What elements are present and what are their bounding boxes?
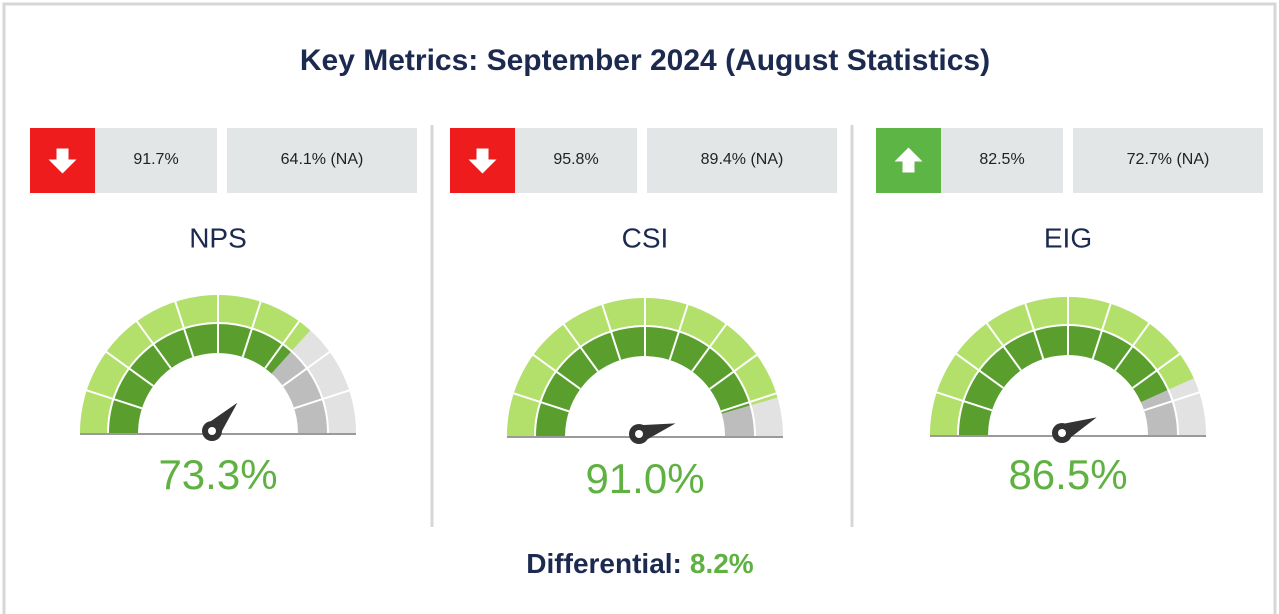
comparison-value: 72.7% (NA)	[1127, 151, 1210, 168]
comparison-value: 64.1% (NA)	[281, 151, 364, 168]
comparison-value: 95.8%	[553, 151, 598, 168]
comparison-box	[941, 128, 1063, 193]
trend-arrow	[894, 147, 923, 173]
dashboard-title: Key Metrics: September 2024 (August Stat…	[300, 44, 990, 77]
gauge-hub-dot	[208, 427, 216, 435]
gauge-value: 86.5%	[1008, 451, 1127, 498]
trend-arrow	[48, 148, 77, 174]
comparison-box	[647, 128, 837, 193]
comparison-value: 91.7%	[133, 151, 178, 168]
comparison-box	[1073, 128, 1263, 193]
comparison-box	[515, 128, 637, 193]
gauge-fill-outer	[930, 297, 1194, 435]
gauge-hub-dot	[635, 430, 643, 438]
gauge-fill-outer	[80, 295, 311, 433]
metric-name: NPS	[189, 222, 247, 253]
trend-arrow	[468, 148, 497, 174]
gauge-fill-outer	[507, 298, 778, 436]
comparison-value: 82.5%	[979, 151, 1024, 168]
metric-name: EIG	[1044, 222, 1092, 253]
differential-label: Differential:	[526, 548, 682, 579]
gauge-fill-inner	[958, 325, 1169, 435]
metric-name: CSI	[622, 222, 669, 253]
comparison-box	[95, 128, 217, 193]
comparison-value: 89.4% (NA)	[701, 151, 784, 168]
comparison-box	[227, 128, 417, 193]
differential-value: 8.2%	[690, 548, 754, 579]
differential: Differential: 8.2%	[526, 548, 754, 579]
gauge-value: 73.3%	[158, 451, 277, 498]
gauge-hub-dot	[1058, 429, 1066, 437]
gauge-fill-inner	[535, 326, 751, 436]
gauge-value: 91.0%	[585, 455, 704, 502]
